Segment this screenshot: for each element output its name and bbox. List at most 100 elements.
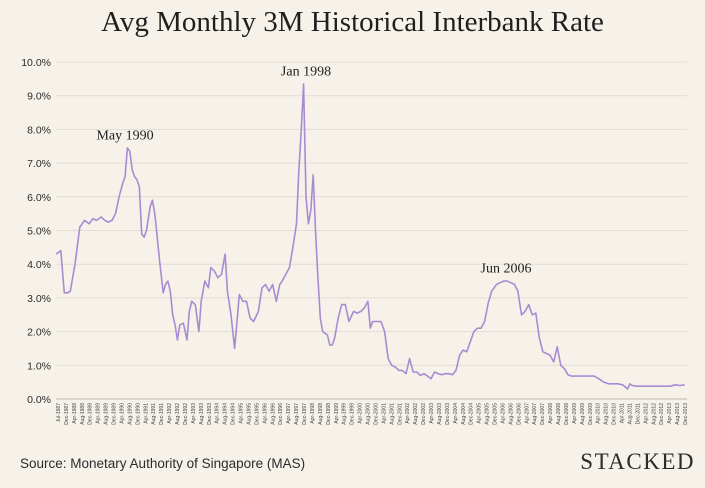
x-tick-label: Apr-2008 [548,403,554,424]
x-tick-label: Dec-1995 [254,403,260,425]
x-tick-label: Apr-1990 [119,403,125,424]
y-tick-label: 8.0% [27,124,51,136]
x-tick-label: Aug-2013 [675,403,681,425]
x-tick-label: Aug-2001 [389,403,395,425]
x-tick-label: Apr-2010 [596,403,602,424]
x-tick-label: Aug-1992 [175,403,181,425]
x-tick-label: Aug-1989 [104,403,110,425]
x-tick-label: Aug-2011 [627,403,633,425]
x-tick-label: Dec-1997 [302,403,308,425]
x-tick-label: Dec-1988 [88,403,94,425]
x-tick-label: Apr-2002 [405,403,411,424]
y-tick-label: 10.0% [21,57,51,69]
x-tick-label: Aug-1996 [270,403,276,425]
y-tick-label: 0.0% [27,394,51,406]
x-tick-label: Dec-1994 [231,403,237,425]
y-tick-label: 5.0% [27,226,51,238]
x-tick-label: Dec-2006 [516,403,522,425]
x-tick-label: Aug-2005 [485,403,491,425]
x-tick-label: Dec-1990 [135,403,141,425]
source-note: Source: Monetary Authority of Singapore … [20,456,306,471]
x-tick-label: Apr-2004 [453,403,459,424]
x-tick-label: Aug-1991 [151,403,157,425]
y-axis-ticks: 0.0% 1.0% 2.0% 3.0% 4.0% 5.0% 6.0% 7.0% 8.0% 9.0%… [21,57,51,406]
y-tick-label: 6.0% [27,192,51,204]
x-tick-label: Apr-2001 [381,403,387,424]
y-tick-label: 7.0% [27,158,51,170]
x-tick-label: Apr-1996 [262,403,268,424]
series-line [55,83,685,390]
annotation-label: Jun 2006 [481,262,532,277]
x-tick-label: Aug-1988 [80,403,86,425]
x-tick-label: Dec-1987 [64,403,70,425]
x-tick-label: Dec-2002 [421,403,427,425]
y-tick-label: 3.0% [27,293,51,305]
gridlines [56,61,687,400]
x-tick-label: Apr-2006 [500,403,506,424]
x-tick-label: Dec-2000 [373,403,379,425]
x-axis-ticks: Jul-1987 Dec-1987 Apr-1988 Aug-1988 Dec-1988… [56,403,689,425]
x-tick-label: Aug-2008 [556,403,562,425]
x-tick-label: Dec-1998 [326,403,332,425]
x-tick-label: Aug-1998 [318,403,324,425]
chart-title: Avg Monthly 3M Historical Interbank Rate [101,6,604,38]
x-tick-label: Aug-2000 [366,403,372,425]
x-tick-label: Apr-1991 [143,403,149,424]
x-tick-label: Dec-1996 [278,403,284,425]
x-tick-label: Aug-2006 [508,403,514,425]
x-tick-label: Dec-1992 [183,403,189,425]
x-tick-label: Aug-1997 [294,403,300,425]
x-tick-label: Dec-2005 [493,403,499,425]
x-tick-label: Aug-1990 [127,403,133,425]
x-tick-label: Apr-2007 [524,403,530,424]
x-tick-label: Apr-1997 [286,403,292,424]
annotation-label: May 1990 [96,129,153,144]
x-tick-label: Apr-1999 [334,403,340,424]
x-tick-label: Jul-1987 [56,403,62,422]
x-tick-label: Dec-2008 [564,403,570,425]
x-tick-label: Apr-1994 [215,403,221,424]
x-tick-label: Aug-2010 [604,403,610,425]
x-tick-label: Dec-2003 [445,403,451,425]
x-tick-label: Dec-1993 [207,403,213,425]
x-tick-label: Apr-2003 [429,403,435,424]
x-tick-label: Dec-2009 [588,403,594,425]
x-tick-label: Aug-1995 [246,403,252,425]
x-tick-label: Dec-2011 [635,403,641,425]
x-tick-label: Apr-2000 [358,403,364,424]
x-tick-label: Aug-1993 [199,403,205,425]
x-tick-label: Dec-1989 [112,403,118,425]
x-tick-label: Apr-1995 [239,403,245,424]
x-tick-label: Apr-2009 [572,403,578,424]
y-tick-label: 1.0% [27,360,51,372]
brand-logo: STACKED [580,449,695,474]
x-tick-label: Dec-2007 [540,403,546,425]
x-tick-label: Aug-2002 [413,403,419,425]
y-tick-label: 9.0% [27,91,51,103]
x-tick-label: Aug-2009 [580,403,586,425]
x-tick-label: Apr-1993 [191,403,197,424]
x-tick-label: Dec-2012 [659,403,665,425]
x-tick-label: Dec-2013 [683,403,689,425]
x-tick-label: Aug-2012 [651,403,657,425]
x-tick-label: Apr-2012 [643,403,649,424]
x-tick-label: Apr-1998 [310,403,316,424]
x-tick-label: Apr-2005 [477,403,483,424]
x-tick-label: Aug-1999 [342,403,348,425]
x-tick-label: Apr-1992 [167,403,173,424]
annotations: May 1990 Jan 1998 Jun 2006 [96,64,531,276]
x-tick-label: Dec-1991 [159,403,165,425]
x-tick-label: Apr-1989 [96,403,102,424]
y-tick-label: 2.0% [27,327,51,339]
x-tick-label: Aug-2003 [437,403,443,425]
x-tick-label: Apr-1988 [72,403,78,424]
x-tick-label: Apr-2011 [620,403,626,423]
annotation-label: Jan 1998 [281,64,331,79]
x-tick-label: Dec-2010 [612,403,618,425]
x-tick-label: Apr-2013 [667,403,673,424]
x-tick-label: Aug-2004 [461,403,467,425]
y-tick-label: 4.0% [27,259,51,271]
series-layer [55,83,685,390]
x-tick-label: Dec-1999 [350,403,356,425]
